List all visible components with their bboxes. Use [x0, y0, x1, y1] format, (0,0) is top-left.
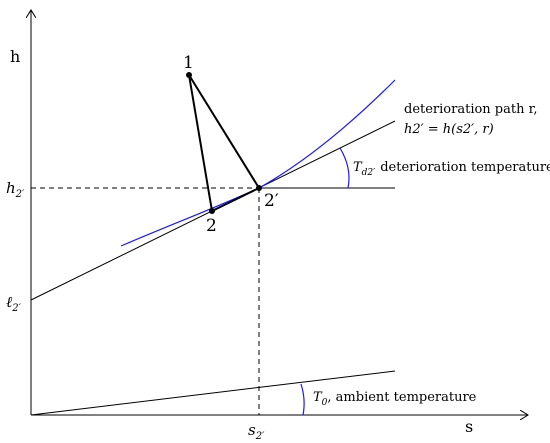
- s2prime-sub: 2′: [255, 431, 265, 442]
- l2prime-sub: 2′: [11, 303, 21, 314]
- segment-2-2prime: [211, 187, 260, 212]
- ambient-T-sub: 0: [322, 398, 328, 408]
- point-1-label: 1: [183, 53, 194, 73]
- s2prime-base: s: [248, 421, 256, 439]
- h2prime-label: h2′: [6, 179, 25, 200]
- ambient-T: T: [313, 390, 323, 405]
- point-2prime-label: 2′: [264, 191, 279, 211]
- h2prime-sub: 2′: [15, 189, 25, 200]
- h2prime-base: h: [6, 179, 16, 197]
- l2prime-base: ℓ: [6, 293, 12, 311]
- segment-1-2prime: [188, 74, 260, 189]
- point-2prime-marker: [256, 185, 262, 191]
- point-2-label: 2: [206, 216, 217, 236]
- ambient-angle-arc: [300, 383, 305, 416]
- x-axis-label: s: [465, 417, 473, 436]
- path-label-line2: h2′ = h(s2′, r): [404, 122, 494, 137]
- path-label-line1: deterioration path r,: [404, 102, 538, 117]
- deterioration-text: deterioration temperature: [380, 160, 550, 175]
- deterioration-T-sub: d2′: [362, 168, 376, 178]
- ambient-line: [30, 370, 396, 416]
- y-axis-label: h: [10, 47, 20, 66]
- deterioration-T: T: [353, 160, 363, 175]
- point-1-marker: [186, 72, 192, 78]
- point-2-marker: [209, 208, 215, 214]
- ambient-temp-label: T0, ambient temperature: [313, 390, 477, 408]
- deterioration-temp-label: Td2′ deterioration temperature: [353, 160, 550, 178]
- l2prime-label: ℓ2′: [6, 293, 22, 314]
- s2prime-label: s2′: [248, 421, 265, 442]
- deterioration-angle-arc: [339, 147, 350, 189]
- ambient-text: , ambient temperature: [327, 390, 476, 405]
- segment-1-2: [188, 74, 213, 212]
